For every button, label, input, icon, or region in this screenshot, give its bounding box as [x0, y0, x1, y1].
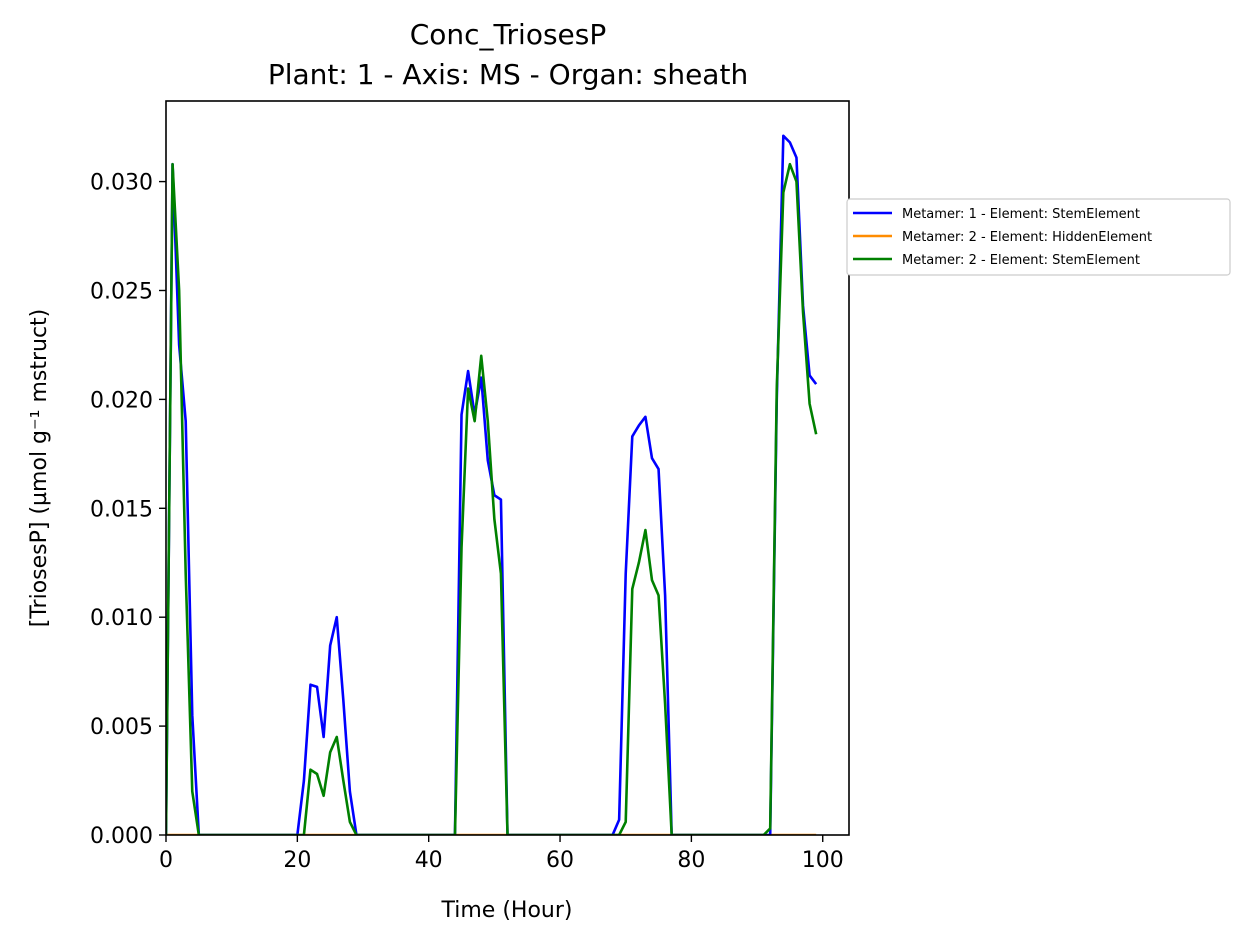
legend-label: Metamer: 2 - Element: HiddenElement: [902, 230, 1152, 245]
y-tick-label: 0.000: [90, 824, 153, 849]
x-tick-label: 80: [677, 848, 705, 873]
y-axis-ticks: 0.000 0.005 0.010 0.015 0.020 0.025 0.030: [90, 171, 166, 849]
legend-frame: [846, 198, 1231, 276]
x-tick-label: 20: [283, 848, 311, 873]
x-tick-label: 40: [415, 848, 443, 873]
y-tick-label: 0.025: [90, 279, 153, 304]
y-tick-label: 0.005: [90, 715, 153, 740]
legend-label: Metamer: 2 - Element: StemElement: [902, 253, 1140, 268]
y-tick-label: 0.015: [90, 497, 153, 522]
legend-label: Metamer: 1 - Element: StemElement: [902, 207, 1140, 222]
legend: Metamer: 1 - Element: StemElement Metamer…: [846, 198, 1231, 276]
y-tick-label: 0.010: [90, 606, 153, 631]
y-tick-label: 0.020: [90, 388, 153, 413]
series-line-3: [166, 162, 818, 835]
x-tick-label: 0: [159, 848, 173, 873]
series-layer: [166, 134, 818, 835]
axes-frame: [165, 100, 850, 836]
plot-area: [165, 100, 850, 836]
x-axis-ticks: 0 20 40 60 80 100: [159, 835, 844, 873]
series-line-1: [166, 134, 818, 835]
x-tick-label: 100: [802, 848, 844, 873]
y-axis-label: [TriosesP] (µmol g⁻¹ mstruct): [27, 309, 52, 627]
y-tick-label: 0.030: [90, 171, 153, 196]
x-axis-label: Time (Hour): [441, 898, 573, 923]
chart-subtitle: Plant: 1 - Axis: MS - Organ: sheath: [268, 58, 748, 91]
x-tick-label: 60: [546, 848, 574, 873]
chart-title: Conc_TriosesP: [410, 18, 607, 51]
